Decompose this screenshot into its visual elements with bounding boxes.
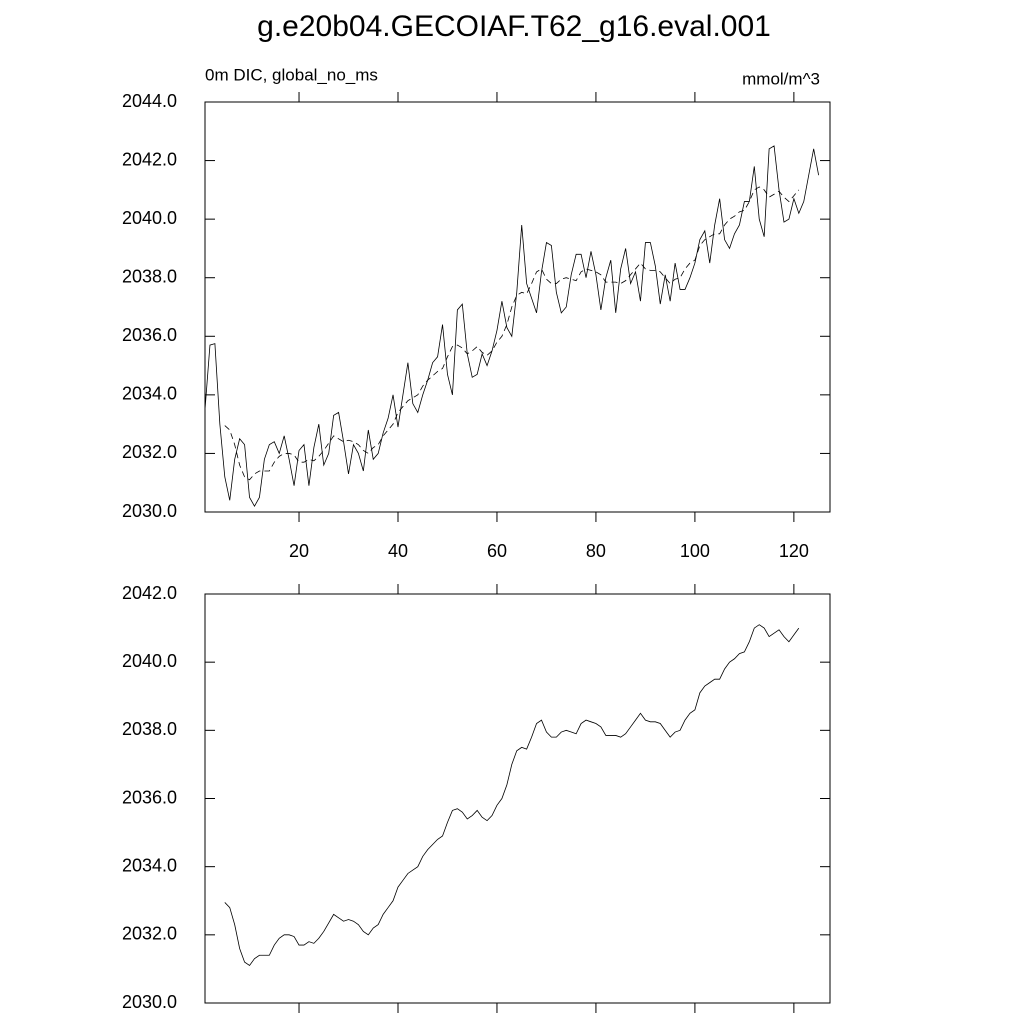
- x-tick-label: 120: [779, 541, 809, 561]
- y-tick-label: 2032.0: [122, 924, 177, 944]
- y-tick-label: 2044.0: [122, 91, 177, 111]
- y-tick-label: 2038.0: [122, 719, 177, 739]
- plot-frame: [204, 593, 831, 1004]
- x-tick-label: 20: [289, 541, 309, 561]
- y-tick-label: 2034.0: [122, 384, 177, 404]
- x-tick-label: 40: [388, 541, 408, 561]
- data-line: [224, 624, 800, 967]
- y-tick-label: 2030.0: [122, 992, 177, 1012]
- subtitle-left: 0m DIC, global_no_ms: [205, 65, 378, 84]
- chart-title: g.e20b04.GECOIAF.T62_g16.eval.001: [257, 10, 771, 43]
- y-tick-label: 2042.0: [122, 149, 177, 169]
- y-tick-label: 2030.0: [122, 501, 177, 521]
- data-line: [204, 145, 820, 507]
- x-tick-label: 60: [487, 541, 507, 561]
- y-tick-label: 2036.0: [122, 787, 177, 807]
- x-tick-label: 80: [586, 541, 606, 561]
- smoothed-line: [224, 186, 800, 481]
- y-tick-label: 2038.0: [122, 266, 177, 286]
- y-tick-label: 2042.0: [122, 583, 177, 603]
- y-tick-label: 2036.0: [122, 325, 177, 345]
- subtitle-right: mmol/m^3: [742, 69, 820, 88]
- y-tick-label: 2032.0: [122, 442, 177, 462]
- y-tick-label: 2040.0: [122, 208, 177, 228]
- x-tick-label: 100: [680, 541, 710, 561]
- plot-frame: [204, 101, 831, 513]
- y-tick-label: 2034.0: [122, 855, 177, 875]
- y-tick-label: 2040.0: [122, 651, 177, 671]
